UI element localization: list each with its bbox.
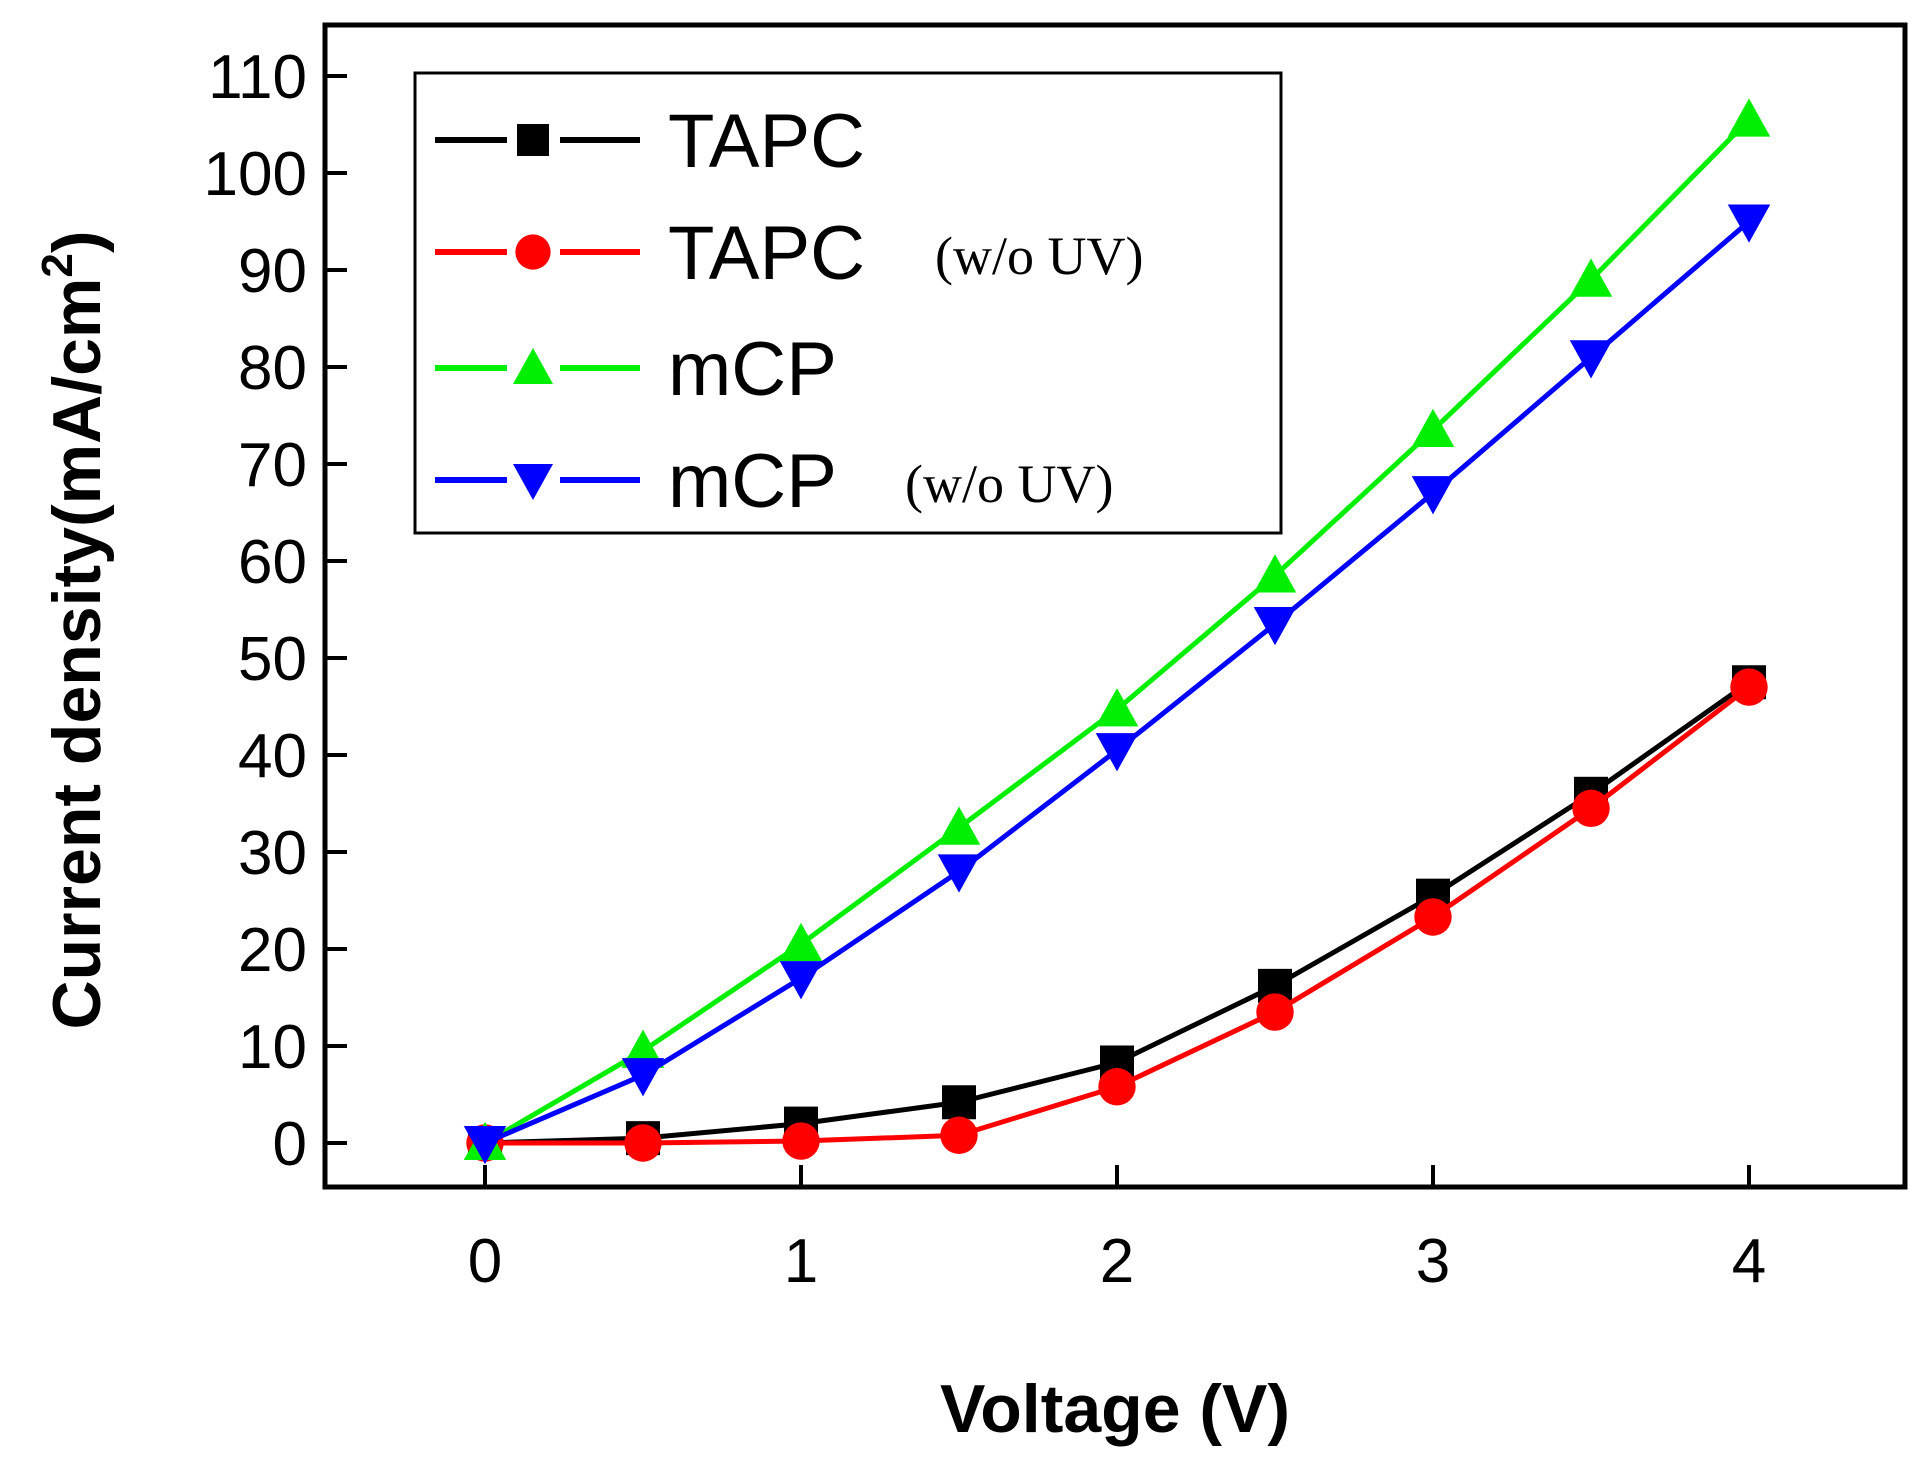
legend-label: mCP [668,327,837,412]
y-axis: 0 10 20 30 40 50 60 70 80 90 100 110 [204,43,347,1179]
x-tick-label: 1 [784,1227,818,1296]
legend-marker [513,464,553,500]
y-axis-title-superscript: 2 [33,253,82,277]
y-tick-label: 40 [238,722,307,791]
y-tick-label: 90 [238,237,307,306]
y-tick-label: 100 [204,140,307,209]
x-tick-label: 0 [468,1227,502,1296]
data-point [624,1124,662,1162]
data-point [1098,1068,1136,1106]
x-tick-label: 2 [1100,1227,1134,1296]
data-point [942,1085,976,1120]
data-point [1253,607,1297,646]
series-layer [463,98,1771,1165]
legend-label: TAPC [668,99,865,184]
data-point [1569,258,1613,297]
data-point [937,806,981,845]
data-point [1256,993,1294,1031]
x-tick-label: 4 [1732,1227,1766,1296]
y-axis-title-close: ) [39,230,115,253]
y-axis-title-main: Current density(mA/cm [39,278,115,1030]
legend: TAPC TAPC (w/o UV) mCP mCP (w/o UV) [413,71,1283,535]
y-tick-label: 70 [238,431,307,500]
legend-marker [513,348,553,384]
x-axis-title: Voltage (V) [940,1371,1290,1447]
legend-label: mCP [668,439,837,524]
x-axis: 0 1 2 3 4 [468,1165,1766,1296]
legend-items: TAPC TAPC (w/o UV) mCP mCP (w/o UV) [435,99,1143,524]
data-point [1411,476,1455,515]
data-point [1569,340,1613,379]
y-tick-label: 10 [238,1013,307,1082]
x-tick-label: 3 [1416,1227,1450,1296]
data-point [1095,688,1139,727]
data-point [621,1058,665,1097]
y-tick-label: 60 [238,528,307,597]
data-point [779,961,823,1000]
y-axis-title: Current density(mA/cm2) [33,230,115,1029]
y-tick-label: 110 [208,43,307,112]
series-4 [463,204,1771,1165]
data-point [1727,98,1771,137]
data-point [1411,408,1455,448]
data-point [1730,668,1768,706]
legend-item: TAPC (w/o UV) [435,211,1143,296]
data-point [779,922,823,962]
y-tick-label: 20 [238,916,307,985]
data-point [1727,204,1771,243]
y-tick-label: 0 [273,1110,307,1179]
legend-note: (w/o UV) [905,454,1113,514]
data-point [1572,789,1610,828]
data-point [940,1116,978,1154]
data-point [1095,733,1139,772]
legend-item: TAPC [435,99,865,184]
legend-marker [515,234,551,270]
data-point [463,1126,507,1165]
legend-box [413,71,1283,535]
data-point [937,854,981,893]
legend-label: TAPC [668,211,865,296]
y-tick-label: 80 [238,334,307,403]
series-2 [466,668,1768,1162]
legend-note: (w/o UV) [935,226,1143,286]
legend-marker [517,124,549,156]
y-tick-label: 30 [238,819,307,888]
data-point [1253,554,1297,593]
legend-item: mCP [435,327,837,412]
y-tick-label: 50 [238,625,307,694]
data-point [1414,898,1452,936]
legend-item: mCP (w/o UV) [435,439,1113,524]
data-point [782,1122,820,1160]
